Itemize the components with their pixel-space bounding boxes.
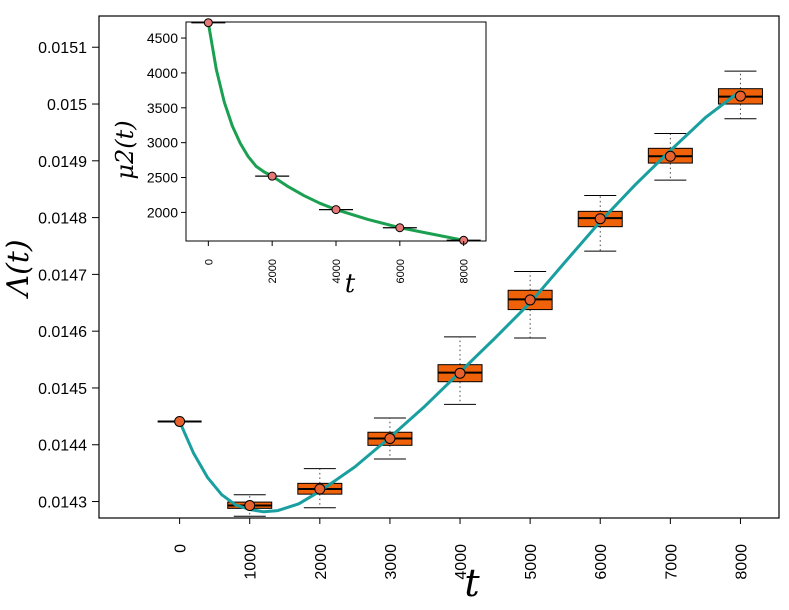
- mean-point-8000: [734, 90, 746, 102]
- main-x-tick-label: 6000: [593, 544, 610, 580]
- main-x-tick-label: 3000: [383, 544, 400, 580]
- main-y-tick-label: 0.0147: [38, 267, 87, 284]
- mean-point-5000: [524, 294, 536, 306]
- mean-point-3000: [384, 432, 396, 444]
- main-x-tick-label: 5000: [523, 544, 540, 580]
- inset-x-tick-label: 2000: [267, 259, 279, 283]
- main-y-tick-label: 0.015: [47, 97, 87, 114]
- inset-x-tick-label: 0: [203, 259, 215, 265]
- main-y-tick-label: 0.0145: [38, 381, 87, 398]
- inset-point-6000: [395, 223, 405, 233]
- inset-y-tick-label: 4500: [147, 30, 178, 46]
- inset-y-tick-label: 3000: [147, 135, 178, 151]
- main-y-axis-label: Λ(t): [1, 239, 36, 299]
- inset-x-tick-label: 4000: [331, 259, 343, 283]
- main-x-tick-label: 8000: [733, 544, 750, 580]
- inset-x-tick-label: 8000: [459, 259, 471, 283]
- mean-point-0: [174, 415, 186, 427]
- inset-y-tick-label: 3500: [147, 100, 178, 116]
- main-x-tick-label: 2000: [313, 544, 330, 580]
- inset-point-4000: [331, 205, 341, 215]
- inset-point-2000: [267, 171, 277, 181]
- main-x-tick-label: 1000: [243, 544, 260, 580]
- mean-point-7000: [664, 150, 676, 162]
- main-x-tick-label: 0: [173, 544, 190, 553]
- inset-x-tick-label: 6000: [395, 259, 407, 283]
- inset-x-axis-label: t: [345, 269, 356, 299]
- mean-point-2000: [314, 483, 326, 495]
- mean-point-6000: [594, 213, 606, 225]
- mean-point-4000: [454, 367, 466, 379]
- inset-y-tick-label: 2000: [147, 204, 178, 220]
- main-y-tick-label: 0.0151: [38, 40, 87, 57]
- main-x-tick-label: 4000: [453, 544, 470, 580]
- mean-point-1000: [244, 500, 256, 512]
- main-x-tick-label: 7000: [663, 544, 680, 580]
- inset-point-0: [203, 18, 213, 28]
- main-fit-curve: [178, 89, 742, 514]
- inset-y-tick-label: 2500: [147, 170, 178, 186]
- main-y-tick-label: 0.0149: [38, 154, 87, 171]
- main-y-tick-label: 0.0148: [38, 211, 87, 228]
- main-y-tick-label: 0.0144: [38, 438, 87, 455]
- main-y-tick-label: 0.0146: [38, 324, 87, 341]
- main-x-axis-label: t: [464, 561, 480, 605]
- inset-y-axis-label: μ2(t): [111, 120, 139, 179]
- inset-y-tick-label: 4000: [147, 65, 178, 81]
- main-plot-frame: [98, 15, 780, 519]
- main-y-tick-label: 0.0143: [38, 495, 87, 512]
